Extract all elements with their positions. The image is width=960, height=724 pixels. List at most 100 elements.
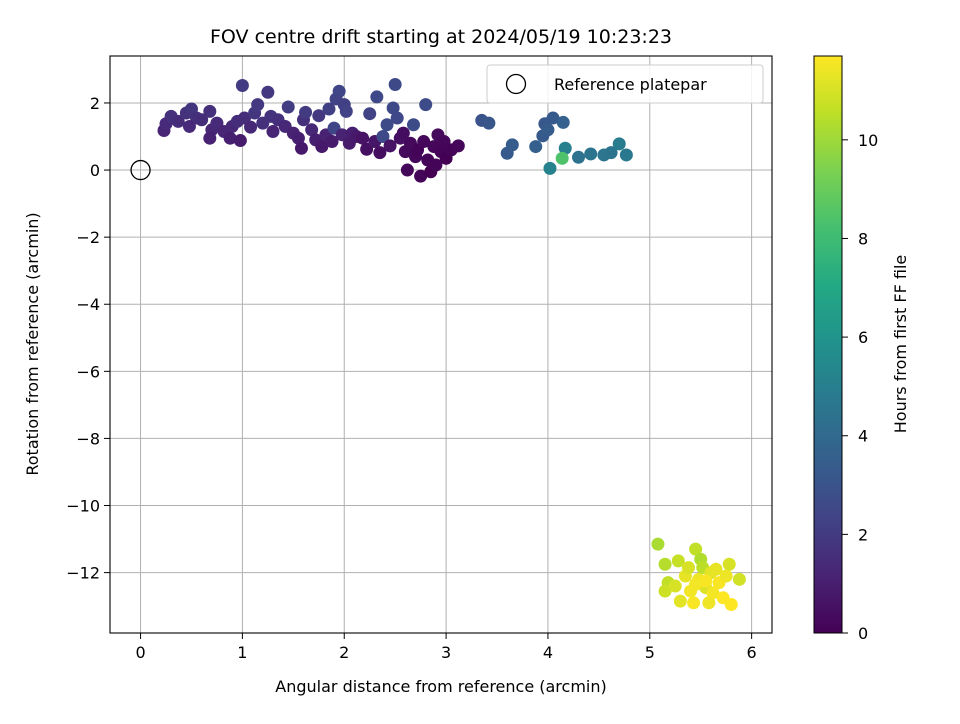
colorbar-ticks: 0 2 4 6 8 10 (842, 131, 878, 643)
x-tick-label: 0 (135, 643, 145, 662)
scatter-point (281, 100, 295, 114)
scatter-point (709, 562, 723, 576)
scatter-point (171, 114, 185, 128)
scatter-point (722, 557, 736, 571)
scatter-point (699, 574, 713, 588)
y-axis-ticks: 2 0 −2 −4 −6 −8 −10 −12 (66, 94, 110, 583)
scatter-point (619, 148, 633, 162)
x-tick-label: 6 (747, 643, 757, 662)
scatter-point (612, 137, 626, 151)
colorbar: 0 2 4 6 8 10 Hours from first FF file (813, 55, 910, 643)
scatter-point (315, 140, 329, 154)
scatter-point (702, 596, 716, 610)
scatter-point (396, 126, 410, 140)
x-axis-ticks: 0 1 2 3 4 5 6 (135, 633, 757, 662)
scatter-point (261, 85, 275, 99)
scatter-point (305, 123, 319, 137)
scatter-point (555, 151, 569, 165)
scatter-point (571, 150, 585, 164)
y-axis-label: Rotation from reference (arcmin) (23, 212, 42, 475)
scatter-point (203, 104, 217, 118)
scatter-point (244, 120, 258, 134)
scatter-point (195, 113, 209, 127)
colorbar-tick-label: 8 (858, 229, 868, 248)
scatter-point (414, 169, 428, 183)
scatter-point (451, 139, 465, 153)
scatter-point (482, 116, 496, 130)
reference-marker-layer (130, 159, 151, 181)
scatter-point (376, 130, 390, 144)
scatter-point (505, 138, 519, 152)
scatter-point (400, 163, 414, 177)
y-tick-label: −4 (76, 295, 100, 314)
y-tick-label: 2 (90, 94, 100, 113)
scatter-point (719, 569, 733, 583)
x-tick-label: 1 (237, 643, 247, 662)
scatter-point (681, 561, 695, 575)
colorbar-tick-label: 10 (858, 131, 878, 150)
scatter-point (380, 118, 394, 132)
scatter-point (706, 586, 720, 600)
scatter-point (558, 141, 572, 155)
y-tick-label: −2 (76, 228, 100, 247)
scatter-point (556, 115, 570, 129)
scatter-point (687, 596, 701, 610)
scatter-point (546, 111, 560, 125)
scatter-point (584, 147, 598, 161)
legend-label: Reference platepar (554, 75, 707, 94)
scatter-point (235, 79, 249, 93)
grid-lines (110, 56, 772, 633)
x-tick-label: 4 (543, 643, 553, 662)
scatter-point (383, 139, 397, 153)
scatter-point (360, 142, 374, 156)
scatter-point (658, 557, 672, 571)
y-tick-label: −12 (66, 564, 100, 583)
scatter-point (373, 146, 387, 160)
legend-box (486, 64, 764, 104)
scatter-point (419, 98, 433, 112)
y-tick-label: 0 (90, 161, 100, 180)
scatter-point (417, 135, 431, 149)
colorbar-gradient (813, 55, 843, 634)
colorbar-label: Hours from first FF file (891, 255, 910, 434)
scatter-point (671, 554, 685, 568)
reference-platepar-marker (130, 159, 151, 181)
scatter-point (182, 119, 196, 133)
scatter-point (604, 146, 618, 160)
scatter-point (370, 90, 384, 104)
scatter-point (294, 141, 308, 155)
colorbar-tick-label: 6 (858, 328, 868, 347)
scatter-point (658, 584, 672, 598)
scatter-point (668, 579, 682, 593)
scatter-point (291, 131, 305, 145)
scatter-point (251, 98, 265, 112)
x-tick-label: 3 (441, 643, 451, 662)
scatter-point (673, 594, 687, 608)
scatter-point (388, 78, 402, 92)
scatter-point (223, 131, 237, 145)
scatter-point (363, 107, 377, 121)
chart-title: FOV centre drift starting at 2024/05/19 … (210, 26, 672, 48)
scatter-point (732, 572, 746, 586)
x-axis-label: Angular distance from reference (arcmin) (275, 677, 606, 696)
scatter-point (203, 131, 217, 145)
scatter-point (325, 135, 339, 149)
scatter-point (312, 109, 326, 123)
scatter-point (266, 124, 280, 138)
scatter-point (651, 537, 665, 551)
scatter-point (543, 161, 557, 175)
legend-open-circle-icon (505, 73, 527, 95)
x-tick-label: 2 (339, 643, 349, 662)
scatter-point (724, 597, 738, 611)
plot-frame (109, 55, 773, 634)
colorbar-tick-label: 4 (858, 427, 868, 446)
scatter-point (356, 131, 370, 145)
scatter-point (407, 118, 421, 132)
y-tick-label: −6 (76, 362, 100, 381)
data-points (157, 78, 746, 611)
y-tick-label: −10 (66, 497, 100, 516)
scatter-point (332, 84, 346, 98)
scatter-point (390, 111, 404, 125)
scatter-point (689, 542, 703, 556)
